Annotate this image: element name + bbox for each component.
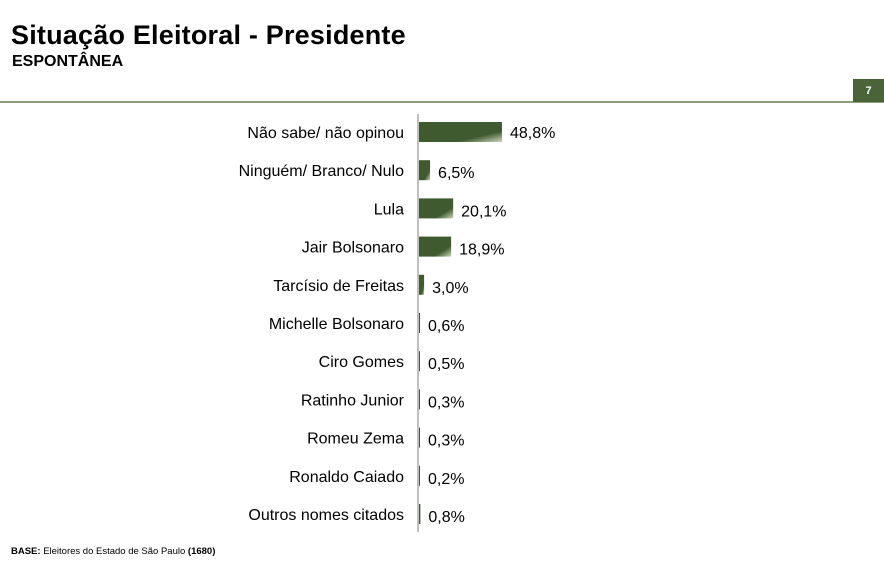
bar: [419, 160, 431, 181]
bar: [419, 427, 420, 448]
bar: [419, 313, 421, 333]
category-label: Tarcísio de Freitas: [273, 278, 404, 295]
category-label: Jair Bolsonaro: [302, 240, 404, 257]
value-label: 0,3%: [428, 433, 464, 450]
value-label: 6,5%: [438, 165, 474, 182]
category-label: Lula: [374, 201, 404, 218]
value-label: 0,6%: [428, 318, 464, 335]
footer-base-note: BASE: Eleitores do Estado de São Paulo (…: [11, 546, 215, 557]
category-label: Ronaldo Caiado: [289, 469, 404, 486]
header-divider: [0, 101, 884, 103]
value-label: 0,2%: [428, 471, 464, 488]
category-label: Não sabe/ não opinou: [247, 125, 404, 142]
bar: [419, 504, 421, 524]
value-label: 18,9%: [459, 242, 504, 259]
category-label: Ratinho Junior: [301, 392, 405, 409]
footer-base-label: BASE:: [11, 546, 41, 557]
value-label: 20,1%: [461, 203, 506, 220]
category-label: Ciro Gomes: [319, 354, 404, 371]
bar: [419, 236, 452, 257]
bar: [419, 274, 425, 295]
footer-base-count: (1680): [187, 546, 216, 557]
bar-group: Não sabe/ não opinou 48,8% Ninguém/ Branco…: [239, 122, 555, 526]
bar: [419, 351, 420, 372]
bar: [419, 122, 502, 142]
footer-base-text: Eleitores do Estado de São Paulo: [43, 546, 186, 557]
category-label: Michelle Bolsonaro: [269, 316, 404, 333]
category-label: Romeu Zema: [307, 431, 404, 448]
category-label: Ninguém/ Branco/ Nulo: [239, 163, 405, 180]
value-label: 0,8%: [428, 509, 464, 526]
bar: [419, 198, 454, 219]
bar: [419, 465, 420, 486]
page-subtitle: ESPONTÂNEA: [12, 53, 124, 70]
page-title: Situação Eleitoral - Presidente: [11, 20, 406, 50]
bar: [419, 389, 420, 410]
value-label: 0,3%: [428, 394, 464, 411]
value-label: 48,8%: [510, 125, 555, 142]
category-label: Outros nomes citados: [248, 507, 404, 524]
page-number-badge: 7: [853, 79, 884, 102]
value-label: 0,5%: [428, 356, 464, 373]
value-label: 3,0%: [432, 280, 468, 297]
